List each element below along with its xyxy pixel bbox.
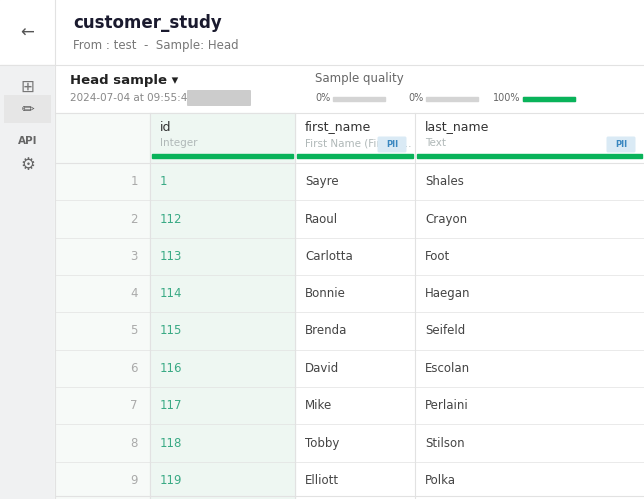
- Bar: [0, 65, 55, 499]
- FancyBboxPatch shape: [607, 137, 636, 153]
- Text: Bonnie: Bonnie: [305, 287, 346, 300]
- Text: Head sample ▾: Head sample ▾: [70, 73, 178, 86]
- Text: customer_study: customer_study: [73, 14, 222, 32]
- Bar: [523, 97, 575, 101]
- Text: Sayre: Sayre: [305, 175, 339, 188]
- Text: 2024-07-04 at 09:55:44 by: 2024-07-04 at 09:55:44 by: [70, 93, 210, 103]
- Text: 115: 115: [160, 324, 182, 337]
- Text: 112: 112: [160, 213, 182, 226]
- Bar: [297, 154, 413, 158]
- Text: Escolan: Escolan: [425, 362, 470, 375]
- Bar: [152, 154, 293, 158]
- Text: Perlaini: Perlaini: [425, 399, 469, 412]
- Text: last_name: last_name: [425, 120, 489, 134]
- Bar: [417, 154, 642, 158]
- Text: 4: 4: [131, 287, 138, 300]
- Bar: [426, 97, 478, 101]
- Text: 118: 118: [160, 437, 182, 450]
- Text: 3: 3: [131, 250, 138, 263]
- Text: ⚙: ⚙: [20, 156, 35, 174]
- Text: Carlotta: Carlotta: [305, 250, 353, 263]
- Text: ✏: ✏: [21, 101, 34, 116]
- Text: Foot: Foot: [425, 250, 450, 263]
- Text: 1: 1: [131, 175, 138, 188]
- Text: Seifeld: Seifeld: [425, 324, 465, 337]
- Text: 5: 5: [131, 324, 138, 337]
- Bar: [55, 65, 644, 499]
- Text: 0%: 0%: [408, 93, 423, 103]
- Text: 6: 6: [131, 362, 138, 375]
- Text: first_name: first_name: [305, 120, 371, 134]
- Text: 116: 116: [160, 362, 182, 375]
- FancyBboxPatch shape: [187, 90, 251, 106]
- Text: Shales: Shales: [425, 175, 464, 188]
- FancyBboxPatch shape: [377, 137, 406, 153]
- Bar: [4, 95, 51, 123]
- Text: David: David: [305, 362, 339, 375]
- Text: Elliott: Elliott: [305, 474, 339, 487]
- Text: Text: Text: [425, 138, 446, 148]
- Text: 117: 117: [160, 399, 182, 412]
- Text: ←: ←: [21, 23, 34, 41]
- Text: From : test  -  Sample: Head: From : test - Sample: Head: [73, 38, 239, 51]
- Text: ⊞: ⊞: [21, 78, 34, 96]
- Text: 1: 1: [160, 175, 167, 188]
- Text: 8: 8: [131, 437, 138, 450]
- Text: API: API: [18, 136, 37, 146]
- Text: Integer: Integer: [160, 138, 198, 148]
- Text: 113: 113: [160, 250, 182, 263]
- Text: First Name (First N...: First Name (First N...: [305, 138, 412, 148]
- Bar: [523, 97, 575, 101]
- Text: 9: 9: [131, 474, 138, 487]
- Text: id: id: [160, 120, 171, 134]
- Text: Polka: Polka: [425, 474, 456, 487]
- Text: Stilson: Stilson: [425, 437, 464, 450]
- Text: PII: PII: [386, 140, 398, 149]
- Bar: [150, 113, 295, 163]
- Text: PII: PII: [615, 140, 627, 149]
- Bar: [150, 163, 295, 499]
- Text: Sample quality: Sample quality: [315, 71, 404, 84]
- Text: Tobby: Tobby: [305, 437, 339, 450]
- Text: 100%: 100%: [493, 93, 520, 103]
- Text: Crayon: Crayon: [425, 213, 467, 226]
- Bar: [55, 113, 150, 499]
- Text: Haegan: Haegan: [425, 287, 471, 300]
- Text: Raoul: Raoul: [305, 213, 338, 226]
- Text: 2: 2: [131, 213, 138, 226]
- Text: Brenda: Brenda: [305, 324, 347, 337]
- Text: 119: 119: [160, 474, 182, 487]
- Bar: [0, 0, 644, 65]
- Text: 114: 114: [160, 287, 182, 300]
- Bar: [333, 97, 385, 101]
- Text: Mike: Mike: [305, 399, 332, 412]
- Text: 0%: 0%: [315, 93, 330, 103]
- Text: 7: 7: [131, 399, 138, 412]
